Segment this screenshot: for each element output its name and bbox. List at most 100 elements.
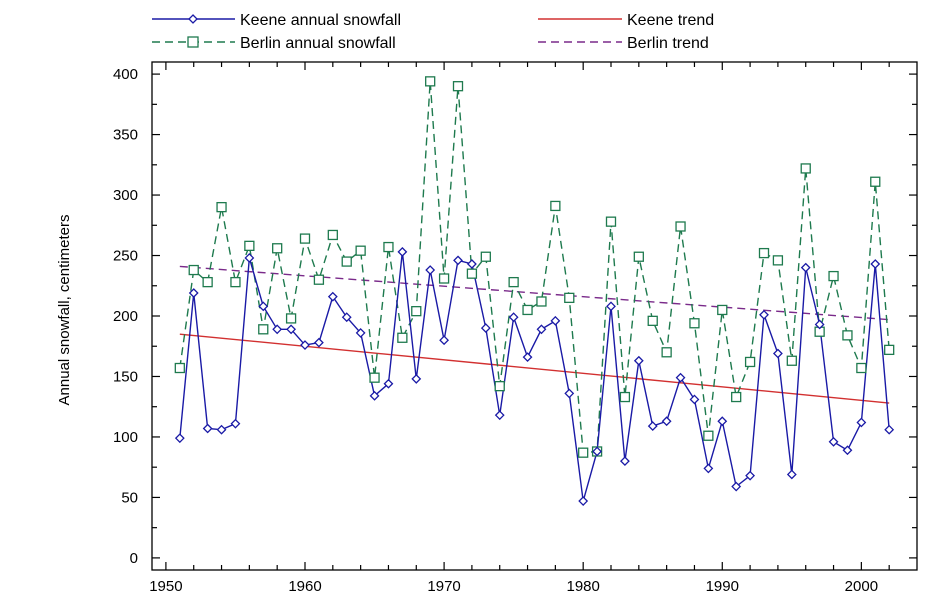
- point-keene-annual-snowfall: [537, 325, 545, 333]
- point-berlin-annual-snowfall: [426, 77, 435, 86]
- point-berlin-annual-snowfall: [412, 307, 421, 316]
- point-berlin-annual-snowfall: [843, 331, 852, 340]
- y-tick-label: 350: [113, 127, 138, 144]
- point-berlin-annual-snowfall: [467, 269, 476, 278]
- y-tick-label: 50: [121, 489, 138, 506]
- point-berlin-annual-snowfall: [287, 314, 296, 323]
- x-tick-label: 1960: [288, 578, 321, 595]
- point-berlin-annual-snowfall: [203, 278, 212, 287]
- point-berlin-annual-snowfall: [273, 244, 282, 253]
- point-berlin-annual-snowfall: [175, 364, 184, 373]
- legend-label-keene-trend: Keene trend: [627, 12, 714, 29]
- legend-label-berlin-trend: Berlin trend: [627, 35, 709, 52]
- point-keene-annual-snowfall: [426, 266, 434, 274]
- point-keene-annual-snowfall: [788, 470, 796, 478]
- point-berlin-annual-snowfall: [662, 348, 671, 357]
- legend-label-berlin-annual: Berlin annual snowfall: [240, 35, 396, 52]
- x-tick-label: 1970: [427, 578, 460, 595]
- point-keene-annual-snowfall: [440, 336, 448, 344]
- point-keene-annual-snowfall: [774, 349, 782, 357]
- y-tick-label: 200: [113, 308, 138, 325]
- legend-item-berlin-annual: Berlin annual snowfall: [152, 35, 396, 52]
- point-keene-annual-snowfall: [176, 434, 184, 442]
- y-tick-label: 250: [113, 248, 138, 265]
- point-berlin-annual-snowfall: [773, 256, 782, 265]
- point-keene-annual-snowfall: [621, 457, 629, 465]
- point-keene-annual-snowfall: [830, 438, 838, 446]
- point-berlin-annual-snowfall: [454, 82, 463, 91]
- point-keene-annual-snowfall: [273, 325, 281, 333]
- point-keene-annual-snowfall: [218, 426, 226, 434]
- point-berlin-annual-snowfall: [398, 333, 407, 342]
- point-berlin-annual-snowfall: [342, 257, 351, 266]
- series-line-keene-annual-snowfall: [180, 252, 889, 501]
- point-keene-annual-snowfall: [885, 426, 893, 434]
- point-berlin-annual-snowfall: [217, 203, 226, 212]
- point-keene-annual-snowfall: [871, 260, 879, 268]
- point-keene-annual-snowfall: [315, 339, 323, 347]
- point-berlin-annual-snowfall: [440, 274, 449, 283]
- point-keene-annual-snowfall: [482, 324, 490, 332]
- point-berlin-annual-snowfall: [481, 252, 490, 261]
- point-keene-annual-snowfall: [398, 248, 406, 256]
- point-berlin-annual-snowfall: [301, 234, 310, 243]
- point-berlin-annual-snowfall: [829, 272, 838, 281]
- point-berlin-annual-snowfall: [509, 278, 518, 287]
- x-tick-label: 1990: [706, 578, 739, 595]
- point-berlin-annual-snowfall: [579, 448, 588, 457]
- legend-marker-keene-annual: [189, 15, 197, 23]
- point-keene-annual-snowfall: [245, 254, 253, 262]
- point-keene-annual-snowfall: [635, 357, 643, 365]
- point-berlin-annual-snowfall: [760, 249, 769, 258]
- point-keene-annual-snowfall: [231, 420, 239, 428]
- point-keene-annual-snowfall: [718, 417, 726, 425]
- point-keene-annual-snowfall: [760, 311, 768, 319]
- point-berlin-annual-snowfall: [634, 252, 643, 261]
- point-keene-annual-snowfall: [704, 464, 712, 472]
- point-berlin-annual-snowfall: [328, 230, 337, 239]
- point-keene-annual-snowfall: [412, 375, 420, 383]
- legend-item-berlin-trend: Berlin trend: [538, 35, 709, 52]
- point-keene-annual-snowfall: [551, 317, 559, 325]
- point-berlin-annual-snowfall: [245, 241, 254, 250]
- point-berlin-annual-snowfall: [551, 201, 560, 210]
- point-berlin-annual-snowfall: [801, 164, 810, 173]
- point-keene-annual-snowfall: [579, 497, 587, 505]
- point-keene-annual-snowfall: [663, 417, 671, 425]
- point-keene-annual-snowfall: [468, 260, 476, 268]
- y-tick-label: 300: [113, 187, 138, 204]
- y-axis-title: Annual snowfall, centimeters: [56, 215, 73, 406]
- point-berlin-annual-snowfall: [370, 373, 379, 382]
- point-keene-annual-snowfall: [329, 293, 337, 301]
- point-keene-annual-snowfall: [677, 374, 685, 382]
- legend-item-keene-annual: Keene annual snowfall: [152, 12, 401, 29]
- point-keene-annual-snowfall: [524, 353, 532, 361]
- series-lines: [180, 81, 889, 501]
- point-keene-annual-snowfall: [454, 256, 462, 264]
- point-keene-annual-snowfall: [204, 424, 212, 432]
- point-berlin-annual-snowfall: [885, 345, 894, 354]
- point-berlin-annual-snowfall: [189, 266, 198, 275]
- y-tick-label: 150: [113, 368, 138, 385]
- y-tick-label: 400: [113, 66, 138, 83]
- point-berlin-annual-snowfall: [259, 325, 268, 334]
- point-berlin-annual-snowfall: [620, 393, 629, 402]
- point-berlin-annual-snowfall: [676, 222, 685, 231]
- point-berlin-annual-snowfall: [787, 356, 796, 365]
- series-markers: [175, 77, 893, 505]
- point-berlin-annual-snowfall: [356, 246, 365, 255]
- point-keene-annual-snowfall: [496, 411, 504, 419]
- point-keene-annual-snowfall: [259, 302, 267, 310]
- point-berlin-annual-snowfall: [384, 243, 393, 252]
- point-berlin-annual-snowfall: [607, 217, 616, 226]
- point-berlin-annual-snowfall: [857, 364, 866, 373]
- point-keene-annual-snowfall: [649, 422, 657, 430]
- legend-marker-berlin-annual: [188, 37, 198, 47]
- legend-label-keene-annual: Keene annual snowfall: [240, 12, 401, 29]
- point-berlin-annual-snowfall: [871, 177, 880, 186]
- point-keene-annual-snowfall: [802, 264, 810, 272]
- point-berlin-annual-snowfall: [495, 382, 504, 391]
- point-keene-annual-snowfall: [510, 313, 518, 321]
- x-tick-label: 1980: [566, 578, 599, 595]
